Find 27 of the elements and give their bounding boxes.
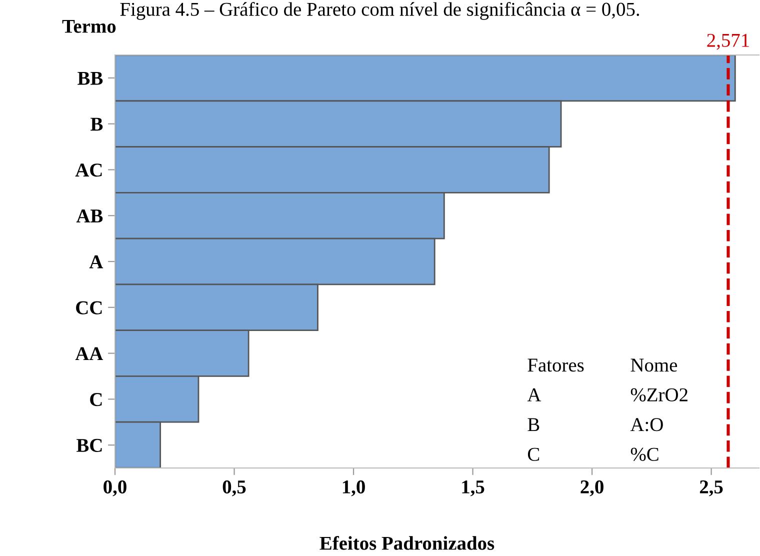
y-tick-label: BC [76,438,102,452]
x-axis-title: Efeitos Padronizados [320,536,494,550]
chart-title: Figura 4.5 – Gráfico de Pareto com nível de significância α = 0,05. [120,2,640,20]
x-tick-label: 2,5 [700,480,723,496]
x-tick-label: 1,0 [342,480,365,496]
x-tick-label: 1,5 [462,480,484,496]
ref-line-label: 2,571 [707,34,749,50]
y-axis-title: Termo [62,20,116,33]
y-tick-label: AB [76,210,103,222]
y-tick-label: AC [75,164,102,177]
annotation: C [528,448,540,461]
y-tick-label: B [90,118,103,131]
annotation: Nome [630,358,678,372]
x-tick-label: 2,0 [580,480,604,496]
annotation: %C [630,448,658,461]
y-tick-label: AA [75,347,104,360]
y-tick-label: A [89,255,104,268]
y-tick-label: BB [78,72,103,85]
y-tick-label: C [90,393,102,406]
annotation: A [527,388,542,402]
annotation: B [528,418,540,432]
y-tick-label: CC [76,301,102,314]
annotation: %ZrO2 [630,388,688,402]
x-tick-label: 0,5 [222,480,246,496]
annotation: Fatores [528,358,584,372]
x-tick-label: 0,0 [104,480,126,496]
annotation: A:O [630,418,663,432]
